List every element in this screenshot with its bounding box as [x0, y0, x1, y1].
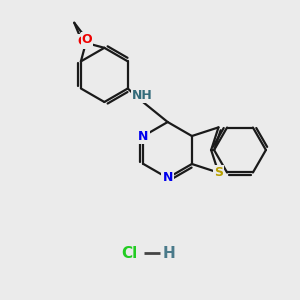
Text: S: S [214, 166, 223, 179]
Text: O: O [77, 35, 88, 48]
Text: NH: NH [132, 89, 152, 102]
Text: N: N [163, 172, 173, 184]
Text: H: H [163, 246, 175, 261]
Text: N: N [138, 130, 148, 142]
Text: O: O [82, 33, 92, 46]
Text: Cl: Cl [121, 246, 137, 261]
